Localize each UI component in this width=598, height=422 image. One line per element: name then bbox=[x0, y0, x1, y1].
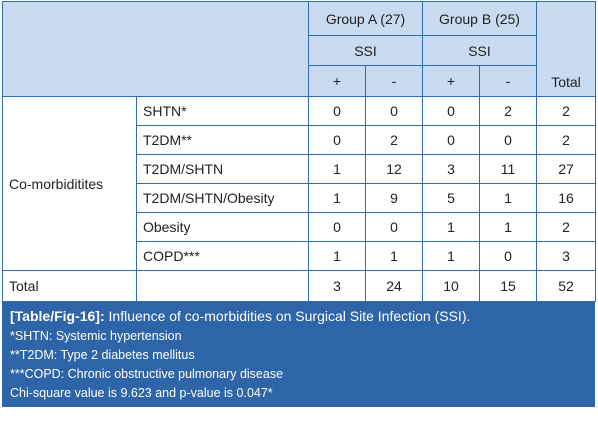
cell-b-plus: 3 bbox=[422, 154, 481, 184]
cell-total: 27 bbox=[536, 154, 597, 184]
group-b-header: Group B (25) bbox=[422, 1, 538, 36]
cell-b-minus: 1 bbox=[479, 212, 538, 242]
table-row: T2DM/SHTN 1 12 3 11 27 bbox=[3, 154, 597, 184]
comorbidities-label: Co-morbiditites bbox=[2, 96, 137, 271]
cell-total: 16 bbox=[536, 183, 597, 213]
comorbidity-table: Group A (27) Group B (25) Total SSI SSI … bbox=[2, 1, 597, 302]
cell-b-plus: 1 bbox=[422, 241, 481, 271]
cell-a-minus: 0 bbox=[364, 96, 424, 126]
total-row-blank bbox=[136, 270, 309, 302]
cell-a-plus: 0 bbox=[308, 125, 366, 155]
row-label: T2DM** bbox=[136, 125, 309, 155]
table-row: COPD*** 1 1 1 0 3 bbox=[3, 241, 597, 271]
cell-b-minus: 11 bbox=[479, 154, 538, 184]
cell-b-minus: 0 bbox=[479, 241, 538, 271]
cell-b-plus: 5 bbox=[422, 183, 481, 213]
caption-note: Chi-square value is 9.623 and p-value is… bbox=[10, 386, 273, 400]
cell-a-minus: 1 bbox=[364, 241, 424, 271]
header-row-groups: Group A (27) Group B (25) Total bbox=[2, 1, 597, 97]
cell-b-plus: 0 bbox=[422, 96, 481, 126]
row-label: T2DM/SHTN/Obesity bbox=[136, 183, 309, 213]
cell-total: 2 bbox=[536, 212, 597, 242]
caption-label: [Table/Fig-16]: bbox=[10, 308, 105, 324]
ssi-header-b: SSI bbox=[422, 35, 538, 66]
table-row: T2DM/SHTN/Obesity 1 9 5 1 16 bbox=[3, 183, 597, 213]
caption-title: Influence of co-morbidities on Surgical … bbox=[108, 308, 471, 324]
cell-a-minus: 9 bbox=[364, 183, 424, 213]
cell-a-minus: 2 bbox=[364, 125, 424, 155]
table-row: Obesity 0 0 1 1 2 bbox=[3, 212, 597, 242]
minus-header-b: - bbox=[479, 65, 538, 97]
cell-b-minus: 1 bbox=[479, 183, 538, 213]
table-figure: Group A (27) Group B (25) Total SSI SSI … bbox=[2, 1, 597, 407]
group-a-header: Group A (27) bbox=[307, 1, 424, 36]
cell-b-minus: 0 bbox=[479, 125, 538, 155]
minus-header-a: - bbox=[364, 65, 424, 97]
caption-note: **T2DM: Type 2 diabetes mellitus bbox=[10, 348, 195, 362]
total-row-label: Total bbox=[2, 270, 137, 302]
caption-title-line: [Table/Fig-16]: Influence of co-morbidit… bbox=[10, 308, 587, 324]
header-row-signs: + - + - bbox=[3, 65, 596, 97]
row-label: T2DM/SHTN bbox=[136, 154, 309, 184]
total-header: Total bbox=[536, 1, 597, 97]
total-a-plus: 3 bbox=[308, 270, 366, 302]
cell-total: 2 bbox=[536, 96, 597, 126]
cell-total: 3 bbox=[536, 241, 597, 271]
table-caption: [Table/Fig-16]: Influence of co-morbidit… bbox=[2, 302, 595, 407]
cell-b-minus: 2 bbox=[479, 96, 538, 126]
cell-a-plus: 0 bbox=[308, 212, 366, 242]
cell-a-plus: 0 bbox=[308, 96, 366, 126]
total-total: 52 bbox=[536, 270, 597, 302]
cell-a-plus: 1 bbox=[308, 241, 366, 271]
cell-a-plus: 1 bbox=[308, 154, 366, 184]
plus-header-b: + bbox=[422, 65, 481, 97]
total-b-minus: 15 bbox=[479, 270, 538, 302]
total-a-minus: 24 bbox=[364, 270, 424, 302]
header-row-ssi: SSI SSI bbox=[3, 35, 596, 66]
table-row: Co-morbiditites SHTN* 0 0 0 2 2 bbox=[2, 96, 597, 271]
row-label: Obesity bbox=[136, 212, 309, 242]
caption-note: *SHTN: Systemic hypertension bbox=[10, 329, 182, 343]
cell-a-minus: 0 bbox=[364, 212, 424, 242]
cell-a-plus: 1 bbox=[308, 183, 366, 213]
cell-b-plus: 1 bbox=[422, 212, 481, 242]
caption-note: ***COPD: Chronic obstructive pulmonary d… bbox=[10, 367, 284, 381]
row-label: SHTN* bbox=[136, 96, 309, 126]
row-label: COPD*** bbox=[136, 241, 309, 271]
total-b-plus: 10 bbox=[422, 270, 481, 302]
cell-total: 2 bbox=[536, 125, 597, 155]
plus-header-a: + bbox=[308, 65, 366, 97]
total-row: Total 3 24 10 15 52 bbox=[2, 270, 597, 302]
cell-b-plus: 0 bbox=[422, 125, 481, 155]
header-blank-cell bbox=[2, 1, 309, 97]
cell-a-minus: 12 bbox=[364, 154, 424, 184]
ssi-header-a: SSI bbox=[307, 35, 424, 66]
